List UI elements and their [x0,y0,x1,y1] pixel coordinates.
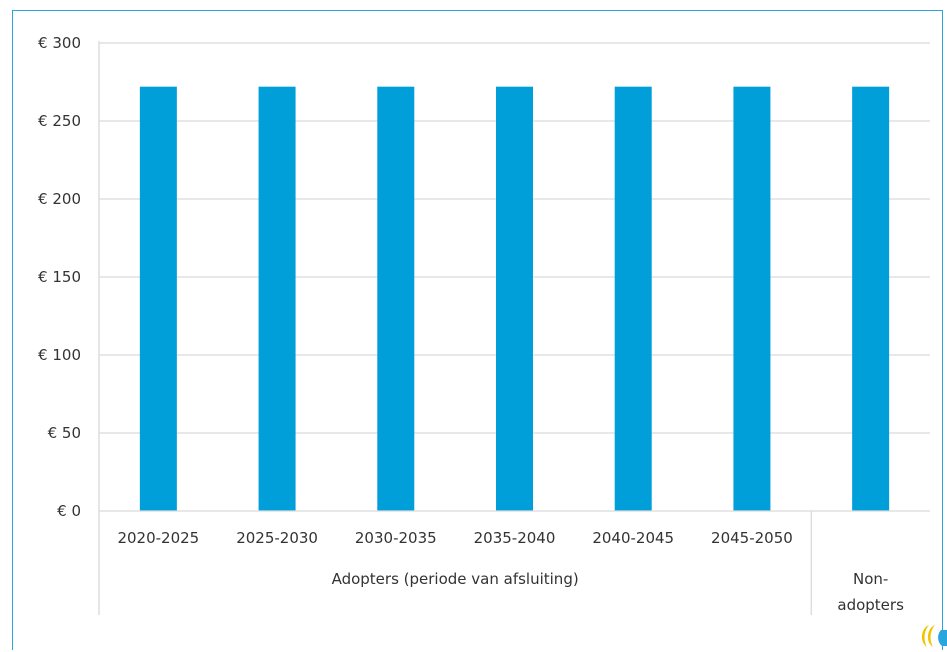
bar [139,86,177,512]
group-label-non-adopters: Non- [853,570,888,588]
x-tick-label: 2040-2045 [592,529,674,547]
y-tick-label: € 300 [38,34,81,52]
bar [496,86,533,512]
bar [377,86,415,512]
group-label-non-adopters: adopters [837,596,904,614]
x-tick-label: 2025-2030 [236,529,318,547]
y-tick-label: € 150 [38,268,81,286]
logo-mark-icon [921,625,947,647]
x-tick-label: 2020-2025 [117,529,199,547]
axes [98,41,930,615]
bar [852,86,890,512]
y-tick-label: € 100 [38,346,81,364]
group-label-adopters: Adopters (periode van afsluiting) [332,570,579,588]
bar [258,86,296,512]
x-group-labels: Adopters (periode van afsluiting) Non-ado… [332,570,904,614]
y-tick-labels: € 0 € 50 € 100 € 150 € 200 € 250 € 300 [38,34,81,520]
bar [614,86,652,512]
x-tick-label: 2035-2040 [474,529,556,547]
x-category-labels: 2020-2025 2025-2030 2030-2035 2035-2040 2040… [117,529,792,547]
bar [733,86,771,512]
x-tick-label: 2045-2050 [711,529,793,547]
bars [139,86,890,512]
y-tick-label: € 50 [48,424,81,442]
x-tick-label: 2030-2035 [355,529,437,547]
y-tick-label: € 200 [38,190,81,208]
y-tick-label: € 250 [38,112,81,130]
y-tick-label: € 0 [57,502,81,520]
chart-frame [12,10,943,650]
